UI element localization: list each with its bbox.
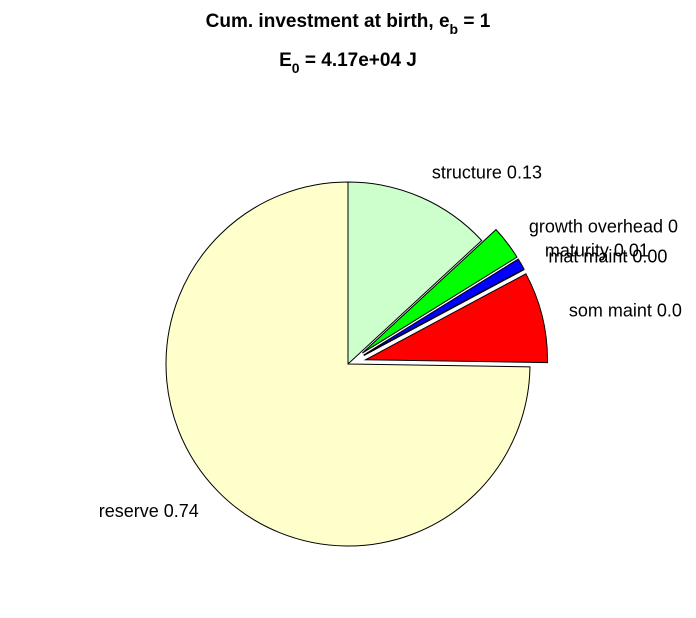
pie-slice — [347, 181, 483, 366]
chart-title: Cum. investment at birth, eb = 1 — [206, 11, 491, 37]
slice-label: reserve 0.74 — [99, 501, 199, 521]
pie-slice — [361, 228, 518, 354]
pie-slice — [363, 258, 525, 356]
title-subscript: b — [450, 21, 459, 37]
slice-label: mat maint 0.00 — [548, 247, 667, 267]
slice-label: maturity 0.01 — [545, 240, 649, 260]
subtitle-part: = 4.17e+04 J — [300, 50, 417, 71]
subtitle-part: E — [279, 50, 292, 71]
pie-slice — [165, 181, 531, 547]
slice-label: som maint 0.0 — [569, 300, 682, 320]
slice-label: structure 0.13 — [432, 162, 542, 182]
title-part: Cum. investment at birth, e — [206, 11, 450, 32]
subtitle-subscript: 0 — [292, 60, 300, 76]
slice-label: growth overhead 0 — [529, 216, 678, 236]
title-part: = 1 — [458, 11, 491, 32]
pie-slice — [363, 273, 548, 364]
chart-subtitle: E0 = 4.17e+04 J — [279, 50, 417, 76]
